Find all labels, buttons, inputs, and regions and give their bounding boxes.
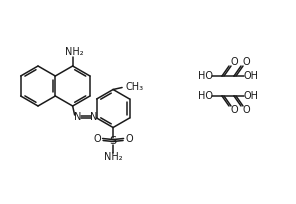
Text: HO: HO: [198, 91, 213, 101]
Text: OH: OH: [244, 71, 259, 81]
Text: N: N: [74, 112, 81, 122]
Text: NH₂: NH₂: [65, 47, 84, 57]
Text: O: O: [230, 57, 238, 67]
Text: O: O: [93, 134, 101, 144]
Text: O: O: [230, 105, 238, 115]
Text: HO: HO: [198, 71, 213, 81]
Text: O: O: [242, 105, 250, 115]
Text: S: S: [110, 136, 117, 146]
Text: OH: OH: [244, 91, 259, 101]
Text: NH₂: NH₂: [104, 153, 123, 163]
Text: N: N: [90, 112, 97, 122]
Text: CH₃: CH₃: [125, 82, 143, 92]
Text: O: O: [242, 57, 250, 67]
Text: O: O: [125, 134, 133, 144]
